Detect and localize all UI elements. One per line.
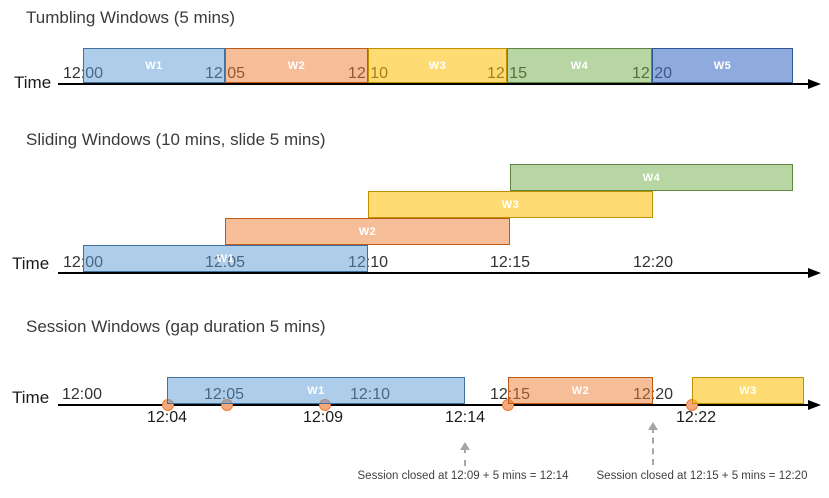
event-label-1222: 12:22: [675, 409, 717, 426]
window-label: W2: [571, 384, 590, 397]
tumbling-window-w5: W5: [652, 48, 793, 83]
sliding-tick-1220: 12:20: [632, 254, 674, 271]
session-window-w1: W1: [167, 377, 465, 404]
session-time-axis-line: [58, 404, 810, 406]
tumbling-window-w3: W3: [368, 48, 507, 83]
sliding-window-w3: W3: [368, 191, 653, 218]
window-label: W3: [739, 384, 757, 397]
session-close-note-1: Session closed at 12:09 + 5 mins = 12:14: [357, 470, 569, 482]
window-label: W4: [642, 171, 661, 184]
session-close-arrow-1-icon: [460, 442, 470, 466]
sliding-window-w1: W1: [83, 245, 368, 272]
session-window-w3: W3: [692, 377, 804, 404]
window-label: W2: [287, 59, 306, 72]
session-tick-1200: 12:00: [61, 386, 103, 403]
session-close-arrow-2-icon: [648, 422, 658, 465]
sliding-window-w2: W2: [225, 218, 510, 245]
tumbling-window-w1: W1: [83, 48, 225, 83]
window-label: W4: [570, 59, 589, 72]
tumbling-axis-arrowhead-icon: [808, 79, 821, 89]
window-label: W1: [145, 59, 163, 72]
window-label: W2: [358, 225, 377, 238]
window-label: W1: [216, 252, 235, 265]
session-time-axis-label: Time: [12, 388, 50, 407]
sliding-time-axis-label: Time: [12, 254, 50, 273]
window-label: W3: [501, 198, 520, 211]
tumbling-window-w4: W4: [507, 48, 652, 83]
session-axis-arrowhead-icon: [808, 400, 821, 410]
session-window-w2: W2: [508, 377, 653, 404]
tumbling-time-axis-line: [58, 83, 810, 85]
sliding-time-axis-line: [58, 272, 810, 274]
event-label-1204: 12:04: [146, 409, 188, 426]
tumbling-section-title: Tumbling Windows (5 mins): [26, 8, 236, 27]
window-label: W3: [428, 59, 447, 72]
window-label: W5: [713, 59, 732, 72]
sliding-axis-arrowhead-icon: [808, 268, 821, 278]
session-close-note-2: Session closed at 12:15 + 5 mins = 12:20: [596, 470, 808, 482]
session-section-title: Session Windows (gap duration 5 mins): [26, 317, 326, 336]
sliding-section-title: Sliding Windows (10 mins, slide 5 mins): [26, 130, 326, 149]
sliding-window-w4: W4: [510, 164, 793, 191]
tumbling-window-w2: W2: [225, 48, 368, 83]
event-label-1209: 12:09: [302, 409, 344, 426]
tumbling-time-axis-label: Time: [14, 73, 52, 92]
sliding-tick-1215: 12:15: [489, 254, 531, 271]
window-label: W1: [307, 384, 325, 397]
event-label-1214: 12:14: [444, 409, 486, 426]
